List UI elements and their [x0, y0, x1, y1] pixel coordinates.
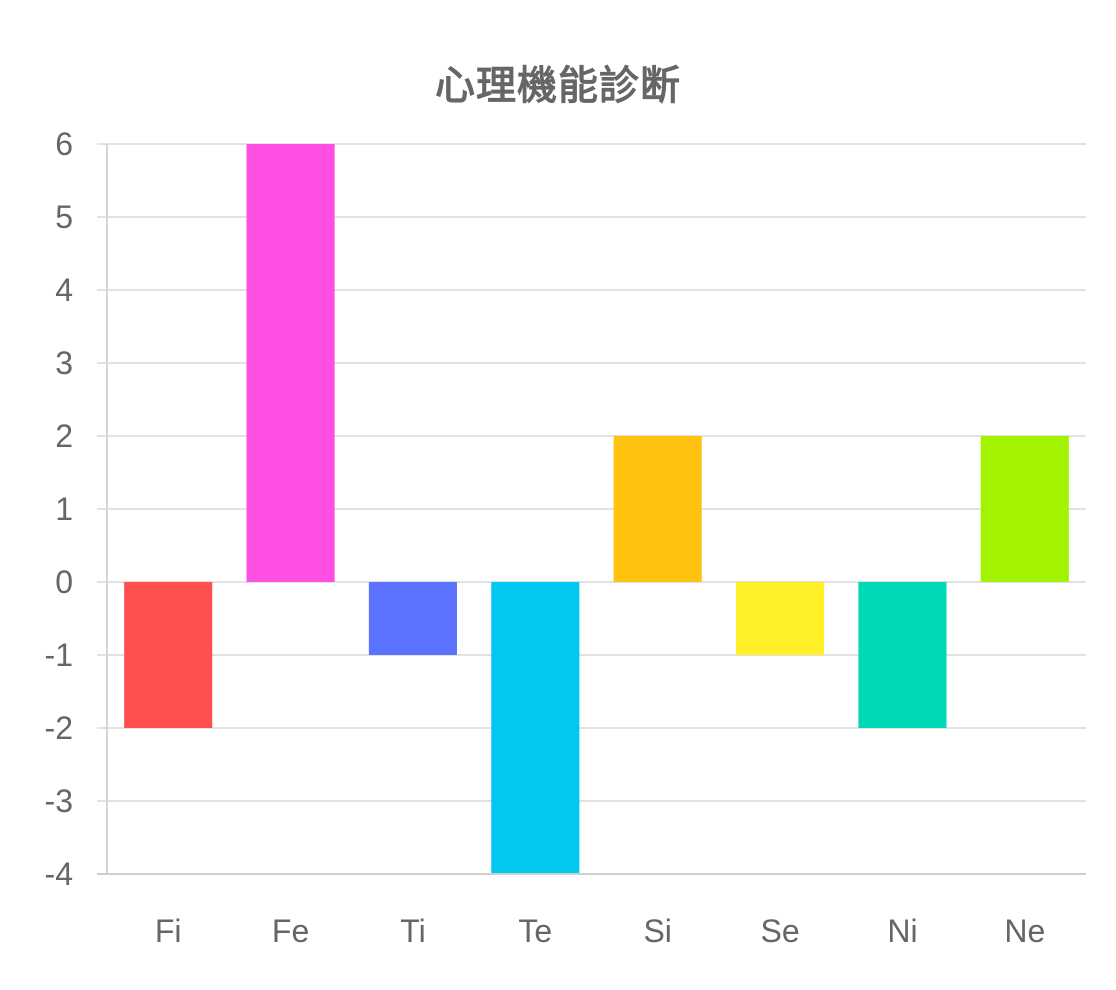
bar-te: [491, 582, 580, 874]
y-tick-label: 5: [55, 199, 73, 235]
y-tick-label: 1: [55, 491, 73, 527]
y-tick-label: 2: [55, 418, 73, 454]
bar-fi: [124, 582, 213, 728]
y-tick-label: -1: [45, 637, 73, 673]
bars: [124, 144, 1069, 874]
chart-title: 心理機能診断: [435, 63, 681, 109]
y-tick-label: 0: [55, 564, 73, 600]
y-tick-label: -3: [45, 783, 73, 819]
x-tick-label: Fi: [155, 913, 182, 949]
x-tick-label: Te: [518, 913, 552, 949]
grid-lines: [97, 143, 1086, 875]
y-tick-label: 3: [55, 345, 73, 381]
x-tick-label: Ne: [1004, 913, 1045, 949]
y-tick-label: 6: [55, 126, 73, 162]
x-tick-label: Ti: [400, 913, 425, 949]
bar-ti: [368, 582, 457, 655]
x-tick-label: Si: [643, 913, 671, 949]
y-tick-label: -2: [45, 710, 73, 746]
bar-si: [613, 436, 702, 582]
y-axis-ticks: 6 5 4 3 2 1 0 -1 -2 -3 -4: [45, 126, 73, 892]
axes: [97, 144, 1086, 875]
bar-ni: [858, 582, 947, 728]
y-tick-label: -4: [45, 856, 73, 892]
x-tick-label: Se: [760, 913, 799, 949]
bar-ne: [980, 436, 1069, 582]
x-tick-label: Ni: [887, 913, 917, 949]
bar-fe: [246, 144, 335, 582]
y-tick-label: 4: [55, 272, 73, 308]
x-axis-ticks: Fi Fe Ti Te Si Se Ni Ne: [155, 913, 1045, 949]
bar-se: [736, 582, 825, 655]
x-tick-label: Fe: [272, 913, 309, 949]
